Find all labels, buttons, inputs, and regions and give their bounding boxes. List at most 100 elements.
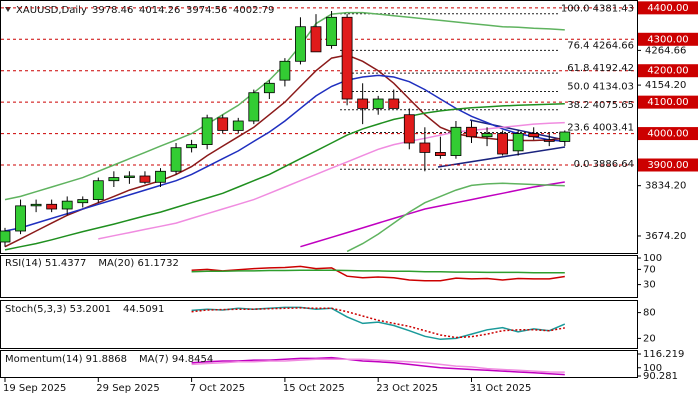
level-box — [638, 32, 698, 46]
level-box — [638, 1, 698, 15]
y-tick-label: 90.281 — [643, 371, 678, 382]
candle-body — [92, 180, 104, 200]
series-line — [191, 356, 565, 376]
legend-entry: MA(7) 94.8454 — [139, 354, 213, 365]
level-label: 4000.00 — [647, 129, 688, 140]
candle-body — [15, 205, 26, 232]
series-line — [98, 121, 565, 240]
candle-body — [528, 133, 540, 138]
candle-body — [139, 175, 151, 183]
x-tick-label: 31 Oct 2025 — [470, 383, 532, 394]
y-tick-label: 70 — [643, 264, 656, 275]
y-tick-label: 4154.20 — [645, 80, 686, 91]
legend-entry: Momentum(14) 91.8868 — [5, 354, 127, 365]
fib-label: 100.0 4381.43 — [561, 4, 634, 15]
fib-label: 0.0 3886.64 — [574, 159, 634, 170]
x-tick-label: 23 Oct 2025 — [376, 383, 438, 394]
series-line — [4, 74, 565, 232]
series-line — [191, 307, 565, 339]
series-line — [191, 265, 565, 282]
candle-body — [372, 98, 384, 109]
candle-body — [0, 230, 11, 243]
series-line — [346, 182, 565, 253]
candle-body — [217, 117, 229, 131]
candle-body — [77, 199, 89, 204]
chart-title: XAUUSD,Daily — [16, 5, 87, 16]
series-line — [4, 102, 565, 251]
series-line — [191, 306, 566, 341]
fib-label: 38.2 4075.65 — [567, 100, 634, 111]
candle-body — [170, 147, 182, 172]
candle-body — [403, 114, 415, 144]
series-line — [4, 11, 565, 201]
y-tick-label: 100 — [643, 363, 662, 374]
candle-body — [543, 139, 555, 142]
candle-body — [279, 60, 291, 81]
candle-body — [186, 144, 198, 149]
candle-body — [341, 16, 353, 100]
fib-label: 76.4 4264.66 — [567, 40, 634, 51]
candle-body — [388, 98, 400, 109]
legend-entry: RSI(14) 51.4377 — [5, 258, 86, 269]
rsi-frame — [0, 255, 638, 298]
level-box — [638, 95, 698, 109]
x-tick-label: 15 Oct 2025 — [283, 383, 345, 394]
y-tick-label: 100 — [643, 253, 662, 264]
legend-entry: Stoch(5,3,3) 53.2001 — [5, 304, 111, 315]
candle-body — [248, 92, 260, 122]
momentum-frame — [0, 350, 638, 378]
header-value: 3978.46 — [92, 5, 133, 16]
stoch-frame — [0, 300, 638, 349]
series-line — [191, 269, 565, 274]
y-tick-label: 3834.20 — [645, 181, 686, 192]
y-tick-label: 30 — [643, 280, 656, 291]
y-tick-label: 4264.66 — [645, 45, 686, 56]
candle-body — [30, 203, 42, 207]
candle-body — [512, 133, 524, 152]
candle-body — [155, 170, 166, 183]
header-value: 3974.56 — [186, 5, 227, 16]
level-label: 4300.00 — [647, 34, 688, 45]
x-tick-label: 19 Sep 2025 — [3, 383, 66, 394]
level-box — [638, 64, 698, 78]
candle-body — [419, 142, 431, 153]
wedge-lower — [437, 146, 566, 168]
fib-label: 50.0 4134.03 — [567, 81, 634, 92]
level-label: 3900.00 — [647, 160, 688, 171]
series-line — [191, 358, 565, 373]
candle-body — [201, 117, 213, 145]
candle-body — [61, 200, 73, 210]
candle-body — [310, 26, 322, 53]
candle-body — [559, 131, 571, 142]
y-tick-label: 3674.20 — [645, 231, 686, 242]
candle-body — [326, 16, 337, 46]
legend-entry: 44.5091 — [123, 304, 164, 315]
fib-label: 61.8 4192.42 — [567, 63, 634, 74]
candle-body — [124, 175, 135, 178]
y-tick-label: 20 — [643, 333, 656, 344]
y-tick-label: 116.219 — [643, 349, 684, 360]
header-value: 4014.26 — [139, 5, 180, 16]
x-tick-label: 29 Sep 2025 — [96, 383, 159, 394]
candle-body — [46, 203, 58, 210]
y-tick-label: 80 — [643, 308, 656, 319]
level-box — [638, 127, 698, 141]
series-line — [300, 181, 565, 248]
candle-body — [357, 98, 369, 109]
candle-body — [263, 82, 275, 94]
header-value: 4002.79 — [233, 5, 274, 16]
candle-body — [466, 126, 477, 138]
candle-body — [497, 133, 509, 155]
candle-body — [108, 177, 120, 182]
legend-entry: MA(20) 61.1732 — [98, 258, 179, 269]
candle-body — [481, 133, 493, 138]
level-label: 4200.00 — [647, 66, 688, 77]
x-tick-label: 7 Oct 2025 — [190, 383, 245, 394]
candle-body — [295, 26, 306, 62]
level-label: 4400.00 — [647, 3, 688, 14]
level-box — [638, 158, 698, 172]
level-label: 4100.00 — [647, 97, 688, 108]
candle-body — [232, 120, 244, 131]
fib-label: 23.6 4003.41 — [567, 122, 634, 133]
candle-body — [450, 126, 462, 156]
